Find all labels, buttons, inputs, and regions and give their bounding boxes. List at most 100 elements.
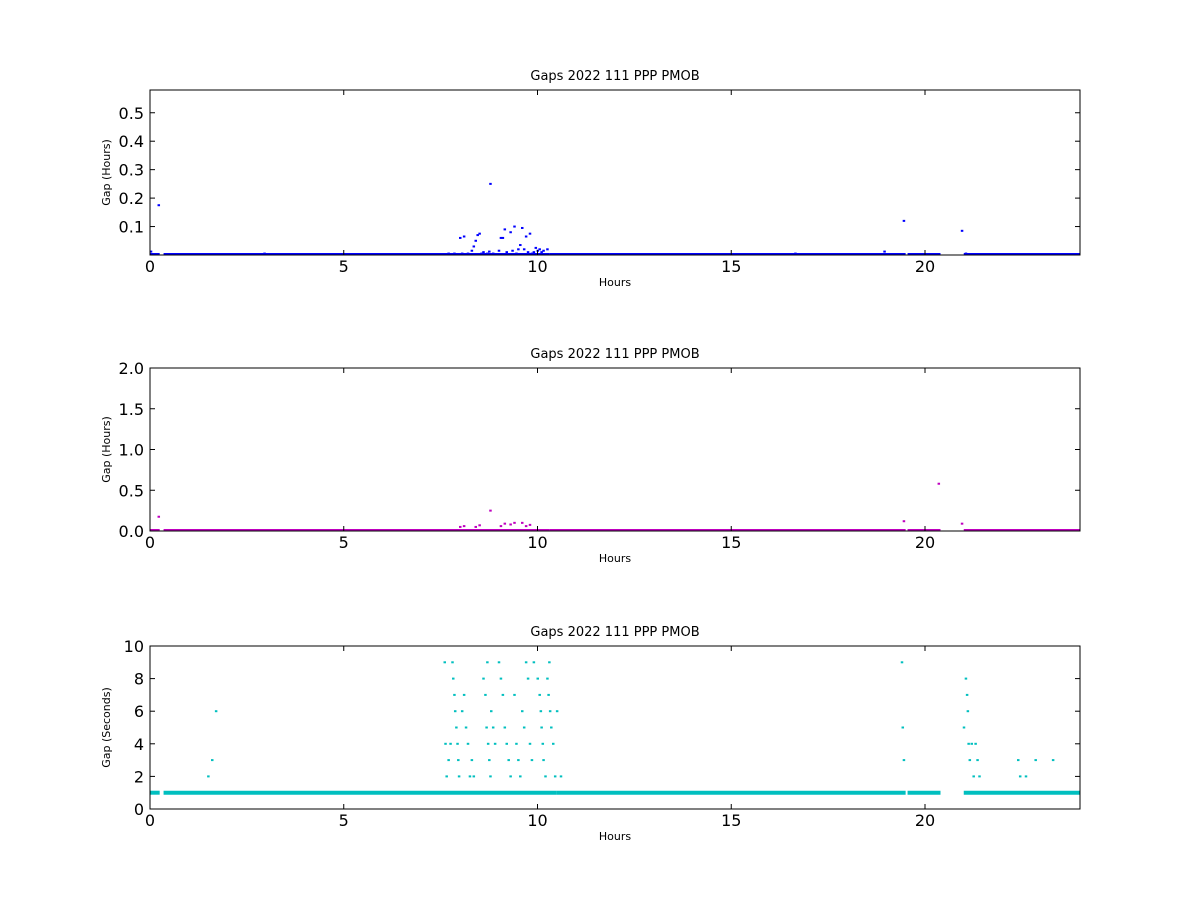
x-tick-label: 15 bbox=[721, 533, 741, 552]
data-point bbox=[548, 710, 552, 713]
y-tick-label: 0.5 bbox=[119, 104, 144, 123]
data-point bbox=[546, 248, 549, 251]
data-point bbox=[972, 775, 975, 778]
data-point bbox=[486, 742, 490, 745]
plot-area bbox=[150, 661, 1080, 795]
y-tick-label: 2 bbox=[134, 767, 144, 786]
x-tick-label: 10 bbox=[527, 257, 547, 276]
data-point bbox=[447, 759, 450, 762]
data-point bbox=[966, 710, 970, 713]
data-point bbox=[555, 710, 559, 713]
y-tick-label: 1.5 bbox=[119, 400, 144, 419]
y-tick-label: 0.1 bbox=[119, 218, 144, 237]
data-point bbox=[513, 521, 516, 524]
data-point bbox=[507, 759, 510, 762]
data-point bbox=[455, 726, 458, 729]
plot-area bbox=[150, 482, 1080, 531]
data-point bbox=[486, 252, 489, 255]
data-point bbox=[462, 693, 466, 696]
data-point bbox=[524, 661, 528, 664]
data-point bbox=[472, 775, 476, 778]
data-point bbox=[553, 775, 557, 778]
data-point bbox=[900, 661, 904, 664]
chart-title: Gaps 2022 111 PPP PMOB bbox=[530, 625, 699, 640]
y-tick-label: 0.4 bbox=[119, 132, 144, 151]
data-point bbox=[486, 661, 489, 664]
data-point bbox=[478, 524, 481, 527]
data-point bbox=[513, 693, 516, 696]
data-point bbox=[459, 525, 462, 528]
data-point bbox=[505, 742, 508, 745]
data-point bbox=[794, 252, 797, 255]
data-point bbox=[482, 251, 485, 254]
data-point bbox=[517, 248, 520, 251]
data-point bbox=[457, 759, 460, 762]
data-point bbox=[528, 232, 532, 235]
data-point bbox=[489, 775, 492, 778]
data-point bbox=[488, 759, 491, 762]
data-point bbox=[478, 232, 481, 235]
data-point bbox=[1051, 759, 1055, 762]
plot-frame bbox=[149, 367, 1081, 532]
data-point bbox=[937, 482, 941, 485]
chart-title: Gaps 2022 111 PPP PMOB bbox=[530, 347, 699, 362]
data-point bbox=[534, 246, 538, 249]
data-point bbox=[521, 226, 524, 229]
data-point bbox=[540, 251, 543, 254]
data-point bbox=[509, 231, 512, 234]
data-point bbox=[150, 250, 153, 253]
data-point bbox=[501, 693, 505, 696]
x-tick-label: 0 bbox=[145, 257, 155, 276]
data-point bbox=[470, 249, 474, 252]
data-point bbox=[462, 235, 466, 238]
data-point bbox=[521, 710, 524, 713]
plot-frame bbox=[149, 89, 1081, 256]
data-point bbox=[211, 759, 214, 762]
data-point bbox=[499, 677, 503, 680]
x-tick-label: 20 bbox=[915, 533, 935, 552]
data-point bbox=[489, 509, 492, 512]
data-point bbox=[474, 239, 477, 242]
x-tick-label: 10 bbox=[527, 533, 547, 552]
data-point bbox=[515, 742, 518, 745]
chart-panel-2: Gaps 2022 111 PPP PMOB Hours Gap (Hours) 0 5… bbox=[100, 347, 1081, 565]
data-point bbox=[263, 252, 266, 255]
data-point bbox=[542, 759, 545, 762]
data-point bbox=[960, 522, 964, 525]
y-tick-label: 1.0 bbox=[119, 441, 144, 460]
data-point bbox=[522, 248, 526, 251]
data-point bbox=[464, 726, 468, 729]
y-tick-label: 0.5 bbox=[119, 481, 144, 500]
y-tick-label: 0.3 bbox=[119, 161, 144, 180]
y-tick-label: 0.2 bbox=[119, 189, 144, 208]
x-tick-label: 5 bbox=[339, 533, 349, 552]
data-point bbox=[501, 236, 505, 239]
x-tick-label: 0 bbox=[145, 533, 155, 552]
data-point bbox=[526, 677, 530, 680]
y-tick-label: 0 bbox=[134, 800, 144, 819]
data-point bbox=[964, 677, 968, 680]
data-point bbox=[524, 525, 528, 528]
y-axis-label: Gap (Hours) bbox=[100, 139, 113, 206]
y-tick-label: 6 bbox=[134, 702, 144, 721]
data-point bbox=[962, 726, 966, 729]
data-point bbox=[472, 245, 476, 248]
data-point bbox=[976, 759, 979, 762]
y-axis-label: Gap (Seconds) bbox=[100, 687, 113, 768]
x-tick-label: 15 bbox=[721, 811, 741, 830]
data-point bbox=[1024, 775, 1028, 778]
data-point bbox=[883, 250, 886, 253]
data-point bbox=[965, 693, 969, 696]
data-point bbox=[515, 252, 518, 255]
data-point bbox=[1018, 775, 1022, 778]
data-point bbox=[157, 515, 161, 518]
data-point bbox=[550, 726, 553, 729]
data-point bbox=[974, 742, 977, 745]
data-point bbox=[530, 759, 534, 762]
data-point bbox=[540, 726, 543, 729]
x-tick-label: 20 bbox=[915, 811, 935, 830]
data-point bbox=[493, 742, 497, 745]
data-point bbox=[489, 182, 492, 185]
data-point bbox=[552, 742, 555, 745]
